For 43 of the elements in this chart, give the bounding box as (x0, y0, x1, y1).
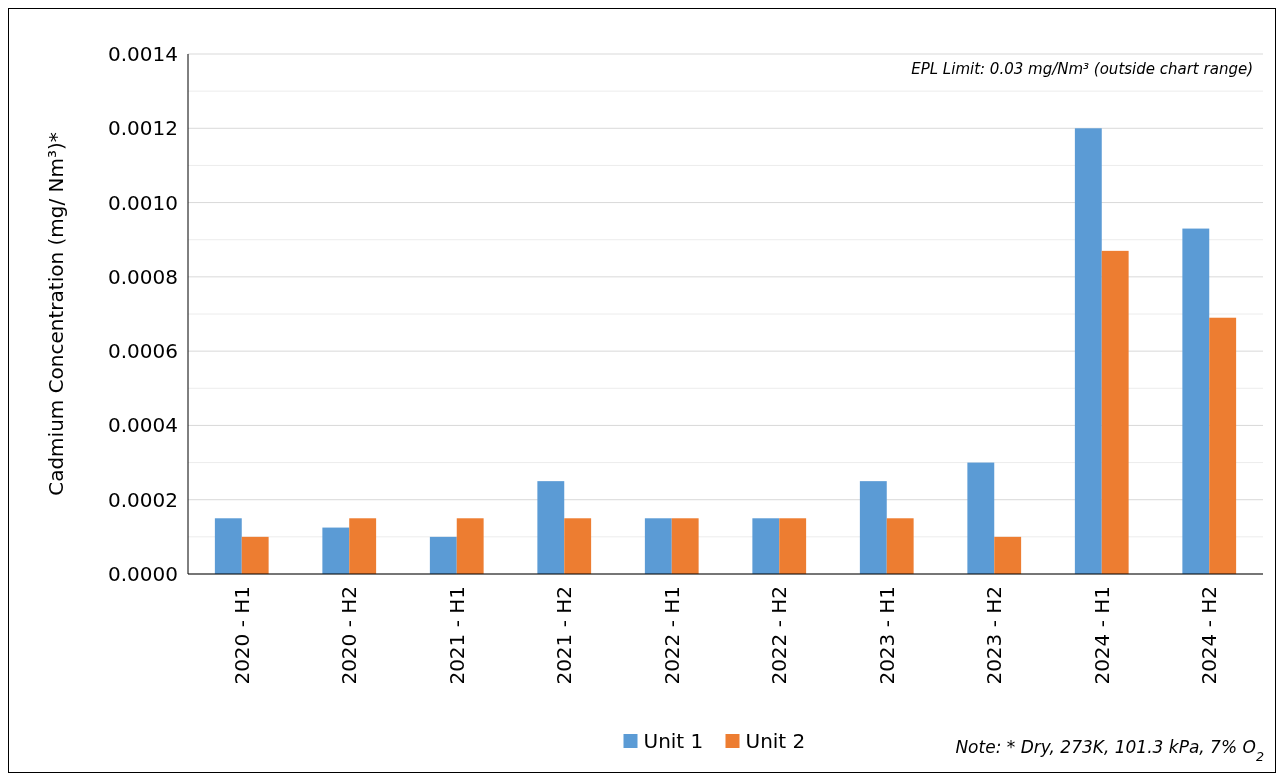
x-tick-label: 2021 - H2 (552, 586, 577, 685)
x-tick-label: 2022 - H1 (659, 586, 684, 685)
bar (994, 536, 1022, 574)
y-axis-title: Cadmium Concentration (mg/ Nm³)* (44, 132, 68, 496)
x-tick-label: 2022 - H2 (767, 586, 792, 685)
bar (322, 527, 350, 574)
bar (241, 536, 269, 574)
bar (456, 518, 484, 574)
bar (429, 536, 457, 574)
bar (564, 518, 592, 574)
legend-label: Unit 1 (643, 729, 704, 753)
y-tick-label: 0.0012 (108, 116, 178, 141)
bar (1209, 317, 1237, 574)
bar (214, 518, 242, 574)
x-tick-label: 2020 - H1 (229, 586, 254, 685)
bar (859, 481, 887, 574)
y-tick-label: 0.0008 (108, 264, 178, 289)
y-tick-label: 0.0000 (108, 562, 178, 586)
bar (779, 518, 807, 574)
x-tick-label: 2023 - H1 (874, 586, 899, 685)
bar (886, 518, 914, 574)
bar (349, 518, 377, 574)
x-tick-label: 2021 - H1 (444, 586, 469, 685)
bar (1182, 228, 1210, 574)
legend-label: Unit 2 (745, 729, 806, 753)
x-tick-label: 2020 - H2 (337, 586, 362, 685)
text: Note: * Dry, 273K, 101.3 kPa, 7% O$_{2}$ (955, 737, 1264, 764)
y-tick-label: 0.0014 (108, 42, 178, 66)
bar (537, 481, 565, 574)
bar (644, 518, 672, 574)
bar (967, 462, 995, 574)
bar (671, 518, 699, 574)
annotation: EPL Limit: 0.03 mg/Nm³ (outside chart range) (911, 60, 1253, 78)
bar (1074, 128, 1102, 574)
bar (752, 518, 780, 574)
y-tick-label: 0.0010 (108, 190, 178, 215)
y-tick-label: 0.0002 (108, 487, 178, 512)
y-tick-label: 0.0006 (108, 339, 178, 364)
y-tick-label: 0.0004 (108, 413, 178, 438)
x-tick-label: 2023 - H2 (982, 586, 1007, 685)
x-tick-label: 2024 - H1 (1089, 586, 1114, 685)
x-tick-label: 2024 - H2 (1197, 586, 1222, 685)
bar (1101, 250, 1129, 574)
